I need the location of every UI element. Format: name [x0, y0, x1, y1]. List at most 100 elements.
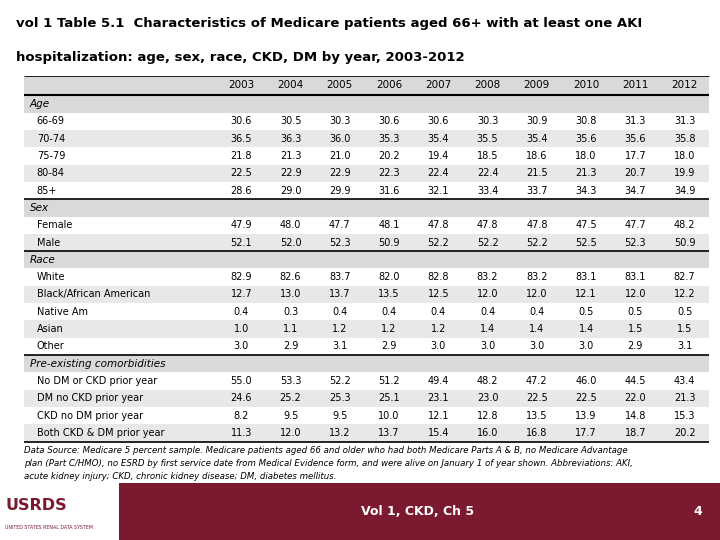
Text: 85+: 85+ — [37, 186, 57, 195]
Text: 0.4: 0.4 — [332, 307, 348, 317]
Text: 2005: 2005 — [327, 80, 353, 90]
Text: 66-69: 66-69 — [37, 116, 65, 126]
Text: 52.5: 52.5 — [575, 238, 597, 247]
Text: 12.0: 12.0 — [624, 289, 646, 300]
Text: 2011: 2011 — [622, 80, 649, 90]
Text: 82.7: 82.7 — [674, 272, 696, 282]
Text: 20.7: 20.7 — [624, 168, 646, 178]
Text: 22.4: 22.4 — [477, 168, 498, 178]
Text: 43.4: 43.4 — [674, 376, 696, 386]
Text: 21.8: 21.8 — [230, 151, 252, 161]
Text: 29.9: 29.9 — [329, 186, 351, 195]
Text: 11.3: 11.3 — [230, 428, 252, 438]
Text: Vol 1, CKD, Ch 5: Vol 1, CKD, Ch 5 — [361, 505, 474, 518]
Text: 12.1: 12.1 — [428, 411, 449, 421]
Bar — [24, 390, 709, 407]
Text: 29.0: 29.0 — [280, 186, 302, 195]
Text: 53.3: 53.3 — [280, 376, 302, 386]
Bar — [24, 320, 709, 338]
Bar — [24, 355, 709, 373]
Text: 3.1: 3.1 — [332, 341, 348, 352]
Text: 22.5: 22.5 — [230, 168, 252, 178]
Text: Other: Other — [37, 341, 65, 352]
Text: 1.4: 1.4 — [578, 324, 594, 334]
Text: 50.9: 50.9 — [674, 238, 696, 247]
Text: 23.0: 23.0 — [477, 394, 498, 403]
Bar — [24, 76, 709, 95]
Text: 31.3: 31.3 — [674, 116, 696, 126]
Text: 47.8: 47.8 — [428, 220, 449, 230]
Text: 13.9: 13.9 — [575, 411, 597, 421]
Text: Male: Male — [37, 238, 60, 247]
Text: 31.6: 31.6 — [379, 186, 400, 195]
Text: 3.0: 3.0 — [529, 341, 544, 352]
Text: 2.9: 2.9 — [283, 341, 298, 352]
Text: 3.0: 3.0 — [578, 341, 594, 352]
Text: 30.9: 30.9 — [526, 116, 547, 126]
Text: 52.1: 52.1 — [230, 238, 252, 247]
Text: 12.0: 12.0 — [280, 428, 302, 438]
Text: 1.5: 1.5 — [628, 324, 643, 334]
Text: 13.5: 13.5 — [378, 289, 400, 300]
Text: 18.0: 18.0 — [575, 151, 597, 161]
Text: UNITED STATES RENAL DATA SYSTEM: UNITED STATES RENAL DATA SYSTEM — [5, 525, 93, 530]
Text: 13.7: 13.7 — [378, 428, 400, 438]
Text: 33.7: 33.7 — [526, 186, 548, 195]
Text: 12.5: 12.5 — [428, 289, 449, 300]
Text: 15.3: 15.3 — [674, 411, 696, 421]
Text: Race: Race — [30, 255, 55, 265]
Text: 24.6: 24.6 — [230, 394, 252, 403]
Text: 35.5: 35.5 — [477, 133, 498, 144]
Text: 48.2: 48.2 — [674, 220, 696, 230]
Text: 22.5: 22.5 — [526, 394, 548, 403]
Text: 0.4: 0.4 — [529, 307, 544, 317]
Text: 2012: 2012 — [671, 80, 698, 90]
Text: 75-79: 75-79 — [37, 151, 65, 161]
Text: plan (Part C/HMO), no ESRD by first service date from Medical Evidence form, and: plan (Part C/HMO), no ESRD by first serv… — [24, 459, 633, 468]
Text: Age: Age — [30, 99, 50, 109]
Text: 0.3: 0.3 — [283, 307, 298, 317]
Text: 47.8: 47.8 — [526, 220, 548, 230]
Text: White: White — [37, 272, 66, 282]
Text: 21.3: 21.3 — [575, 168, 597, 178]
Text: Asian: Asian — [37, 324, 63, 334]
Text: vol 1 Table 5.1  Characteristics of Medicare patients aged 66+ with at least one: vol 1 Table 5.1 Characteristics of Medic… — [16, 17, 642, 30]
Text: 52.3: 52.3 — [329, 238, 351, 247]
Text: 30.3: 30.3 — [329, 116, 351, 126]
Text: 13.2: 13.2 — [329, 428, 351, 438]
Text: 0.4: 0.4 — [480, 307, 495, 317]
Text: 1.0: 1.0 — [234, 324, 249, 334]
Text: 47.7: 47.7 — [329, 220, 351, 230]
Text: 35.4: 35.4 — [428, 133, 449, 144]
Text: 1.2: 1.2 — [382, 324, 397, 334]
Text: 36.0: 36.0 — [329, 133, 351, 144]
Text: 21.3: 21.3 — [674, 394, 696, 403]
Text: 16.0: 16.0 — [477, 428, 498, 438]
Text: 12.2: 12.2 — [674, 289, 696, 300]
Text: 22.3: 22.3 — [378, 168, 400, 178]
Text: Female: Female — [37, 220, 72, 230]
Text: 0.5: 0.5 — [578, 307, 594, 317]
Bar — [0, 483, 119, 540]
Text: 19.4: 19.4 — [428, 151, 449, 161]
Text: 1.2: 1.2 — [431, 324, 446, 334]
Text: 12.0: 12.0 — [477, 289, 498, 300]
Text: 80-84: 80-84 — [37, 168, 65, 178]
Text: 12.0: 12.0 — [526, 289, 548, 300]
Text: 19.9: 19.9 — [674, 168, 696, 178]
Text: 30.5: 30.5 — [280, 116, 302, 126]
Text: Data Source: Medicare 5 percent sample. Medicare patients aged 66 and older who : Data Source: Medicare 5 percent sample. … — [24, 446, 627, 455]
Text: 22.5: 22.5 — [575, 394, 597, 403]
Text: 46.0: 46.0 — [575, 376, 597, 386]
Text: 14.8: 14.8 — [625, 411, 646, 421]
Text: 47.2: 47.2 — [526, 376, 548, 386]
Text: 1.2: 1.2 — [332, 324, 348, 334]
Text: 70-74: 70-74 — [37, 133, 65, 144]
Text: 15.4: 15.4 — [428, 428, 449, 438]
Text: 18.0: 18.0 — [674, 151, 696, 161]
Text: 0.4: 0.4 — [382, 307, 397, 317]
Text: 30.3: 30.3 — [477, 116, 498, 126]
Text: 31.3: 31.3 — [625, 116, 646, 126]
Text: 51.2: 51.2 — [378, 376, 400, 386]
Text: 35.6: 35.6 — [575, 133, 597, 144]
